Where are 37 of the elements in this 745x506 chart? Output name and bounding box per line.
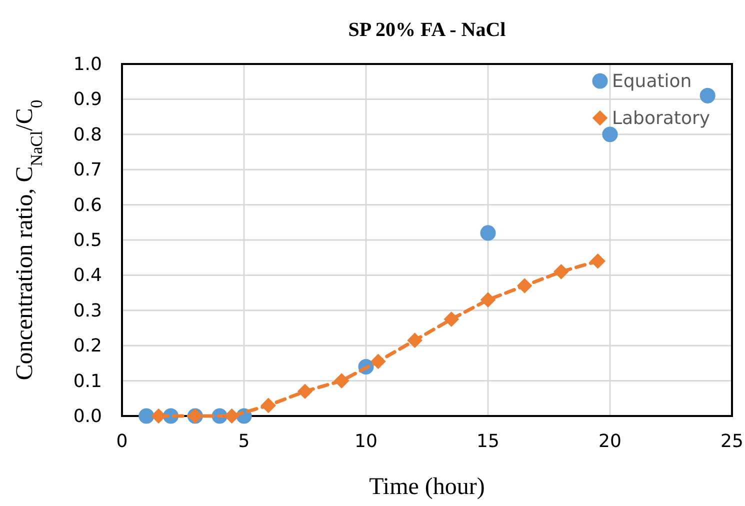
y-tick-label: 1.0 [73,54,102,75]
legend-label: Laboratory [612,108,710,129]
chart-title: SP 20% FA - NaCl [348,19,506,41]
y-tick-label: 0.3 [73,300,102,322]
y-tick-label: 0.9 [73,89,102,110]
point [334,373,350,388]
point [224,408,240,424]
x-tick-label: 0 [116,431,128,452]
point [407,332,422,348]
y-tick-label: 0.4 [73,265,102,286]
point [602,126,618,142]
point [150,408,166,424]
point [260,398,276,414]
y-tick-label: 0.2 [73,336,102,357]
x-tick-label: 15 [476,431,500,452]
y-tick-label: 0.6 [73,194,102,216]
y-tick-label: 0.5 [73,230,102,251]
point [370,354,386,370]
point [590,253,606,269]
point [480,225,496,241]
point [138,408,154,424]
point [700,88,716,104]
point [554,264,569,280]
point [480,292,496,308]
x-tick-label: 25 [720,431,744,452]
y-tick-label: 0.1 [73,370,102,392]
point [516,278,532,294]
y-tick-label: 0.0 [73,406,102,427]
legend-label: Equation [612,71,692,92]
point [444,312,460,327]
y-tick-label: 0.7 [73,160,102,181]
point [297,384,313,400]
x-tick-label: 5 [238,431,250,452]
y-tick-label: 0.8 [73,124,102,146]
x-axis-title: Time (hour) [369,474,485,500]
x-tick-label: 10 [354,431,378,452]
x-tick-label: 20 [598,431,622,452]
